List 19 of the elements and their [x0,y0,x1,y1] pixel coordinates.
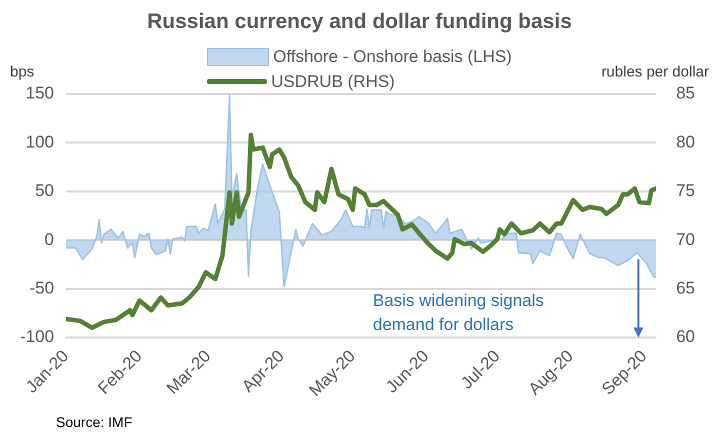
y2-tick-label: 65 [676,278,696,298]
y-tick-label: -100 [20,327,54,346]
y2-tick-label: 80 [676,132,696,152]
y-tick-label: 0 [44,230,54,249]
chart-title: Russian currency and dollar funding basis [146,10,573,34]
source-note: Source: IMF [56,414,132,430]
y2-tick-label: 85 [676,84,696,103]
y-tick-label: -50 [29,278,54,298]
y2-tick-label: 60 [676,327,696,346]
y2-tick-label: 70 [676,230,696,249]
annotation: Basis widening signals demand for dollars [372,291,544,334]
y2-axis-title: rubles per dollar [601,64,709,81]
legend-label: Offshore - Onshore basis (LHS) [273,46,512,68]
legend-label: USDRUB (RHS) [271,71,395,93]
y-axis-title: bps [10,64,34,81]
y2-tick-label: 75 [676,181,696,200]
y-tick-label: 50 [35,181,54,200]
y-tick-label: 150 [26,84,54,103]
y-tick-label: 100 [26,132,54,152]
